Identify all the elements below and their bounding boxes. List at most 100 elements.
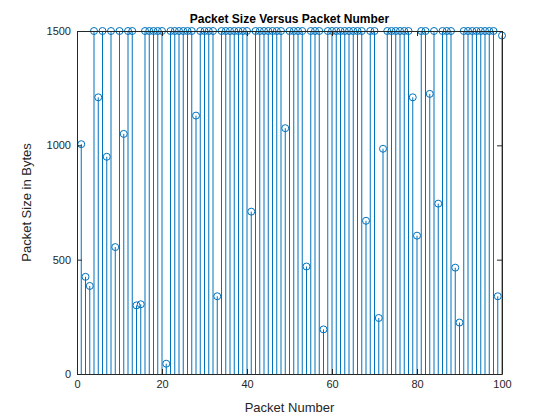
- stem-line: [115, 247, 116, 374]
- tick-mark: [417, 31, 418, 36]
- stem-line: [225, 31, 226, 374]
- tick-mark: [77, 374, 82, 375]
- stem-line: [174, 31, 175, 374]
- stem-marker: [380, 145, 387, 152]
- stem-line: [442, 31, 443, 374]
- tick-label: 0: [74, 378, 80, 390]
- stem-line: [247, 31, 248, 374]
- tick-mark: [332, 31, 333, 36]
- stem-line: [251, 212, 252, 374]
- stem-marker: [112, 244, 119, 251]
- stem-marker: [414, 232, 421, 239]
- stem-line: [468, 31, 469, 374]
- stem-marker: [456, 319, 463, 326]
- stem-marker: [86, 282, 93, 289]
- stem-marker: [494, 293, 501, 300]
- stem-line: [480, 31, 481, 374]
- stem-line: [349, 31, 350, 374]
- stem-line: [315, 31, 316, 374]
- stem-marker: [320, 326, 327, 333]
- stem-line: [302, 31, 303, 374]
- stem-line: [111, 31, 112, 374]
- tick: 1000: [47, 139, 82, 151]
- stem-line: [213, 31, 214, 374]
- stem-line: [204, 31, 205, 374]
- stem-marker: [303, 263, 310, 270]
- stem-marker: [426, 90, 433, 97]
- stem-line: [187, 31, 188, 374]
- tick-mark: [162, 31, 163, 36]
- tick-label: 80: [411, 378, 423, 390]
- stem-line: [463, 31, 464, 374]
- axis-line: [77, 32, 78, 375]
- stem-marker: [82, 273, 89, 280]
- stem-line: [259, 31, 260, 374]
- stem-line: [353, 31, 354, 374]
- stem-marker: [409, 94, 416, 101]
- x-axis: 020406080100: [74, 369, 511, 390]
- x-axis-title: Packet Number: [245, 400, 335, 415]
- tick-label: 0: [65, 368, 71, 380]
- stem-line: [485, 31, 486, 374]
- tick-mark: [77, 260, 82, 261]
- y-axis-title: Packet Size in Bytes: [19, 143, 34, 262]
- stem-line: [400, 31, 401, 374]
- stem-line: [289, 31, 290, 374]
- stem-marker: [435, 200, 442, 207]
- stem-line: [119, 31, 120, 374]
- tick-mark: [417, 369, 418, 374]
- tick: 1500: [47, 25, 82, 37]
- stem-line: [298, 31, 299, 374]
- tick-label: 1000: [47, 139, 71, 151]
- stem-marker: [163, 360, 170, 367]
- stem-line: [366, 221, 367, 374]
- stem-line: [383, 149, 384, 374]
- tick: 60: [326, 369, 338, 390]
- tick: [497, 260, 502, 261]
- stem-line: [459, 323, 460, 374]
- stem-marker: [363, 217, 370, 224]
- stem-line: [472, 31, 473, 374]
- tick: 0: [65, 368, 82, 380]
- axis-line: [78, 374, 503, 375]
- tick: 20: [156, 369, 168, 390]
- stem-line: [378, 318, 379, 374]
- stem-line: [417, 236, 418, 374]
- tick-mark: [497, 31, 502, 32]
- stem-line: [145, 31, 146, 374]
- stem-line: [276, 31, 277, 374]
- stem-line: [387, 31, 388, 374]
- stem-marker: [133, 302, 140, 309]
- stem-marker: [120, 130, 127, 137]
- stem-marker: [214, 293, 221, 300]
- stem-line: [293, 31, 294, 374]
- chart: 020406080100050010001500Packet Size Vers…: [0, 0, 560, 420]
- stem-line: [234, 31, 235, 374]
- stem-line: [200, 31, 201, 374]
- tick-mark: [77, 31, 78, 36]
- tick: 80: [411, 369, 423, 390]
- tick-label: 100: [493, 378, 511, 390]
- stem-line: [98, 97, 99, 374]
- stem-line: [332, 31, 333, 374]
- stem-line: [319, 31, 320, 374]
- stem-marker: [137, 301, 144, 308]
- tick-mark: [332, 369, 333, 374]
- stem-marker: [78, 141, 85, 148]
- stem-line: [191, 31, 192, 374]
- tick-mark: [497, 374, 502, 375]
- stem-line: [170, 31, 171, 374]
- stem-line: [264, 31, 265, 374]
- stem-marker: [103, 153, 110, 160]
- tick: [417, 31, 418, 36]
- stem-line: [217, 296, 218, 374]
- stem-line: [429, 94, 430, 374]
- stem-line: [370, 31, 371, 374]
- stem-line: [497, 296, 498, 374]
- y-axis-right: [497, 32, 503, 375]
- stem-line: [421, 31, 422, 374]
- stem-line: [268, 31, 269, 374]
- stem-line: [230, 31, 231, 374]
- stem-line: [340, 31, 341, 374]
- stem-line: [162, 31, 163, 374]
